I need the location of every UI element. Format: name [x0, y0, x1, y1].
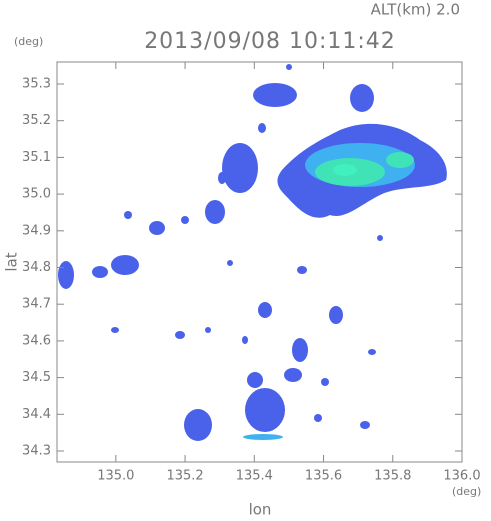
x-tick-label: 135.2: [166, 469, 203, 484]
y-tick-label: 34.9: [22, 223, 51, 238]
y-tick-label: 35.1: [22, 150, 51, 165]
x-tick-label: 135.0: [97, 469, 134, 484]
y-tick-label: 34.5: [22, 370, 51, 385]
y-tick-label: 35.2: [22, 113, 51, 128]
y-axis-label: lat: [3, 252, 21, 271]
y-tick-label: 34.8: [22, 260, 51, 275]
y-tick-label: 35.3: [22, 77, 51, 92]
x-tick-label: 135.6: [305, 469, 342, 484]
y-tick-label: 34.7: [22, 297, 51, 312]
x-axis-label: lon: [249, 501, 272, 519]
altitude: ALT(km) 2.0: [371, 1, 460, 19]
x-unit: (deg): [452, 485, 481, 498]
y-unit: (deg): [14, 35, 43, 48]
x-tick-label: 135.4: [236, 469, 273, 484]
x-tick-label: 135.8: [374, 469, 411, 484]
radar-echoes: [58, 64, 447, 441]
plot-frame: [56, 61, 463, 463]
x-tick-label: 136.0: [443, 469, 480, 484]
y-tick-label: 34.4: [22, 407, 51, 422]
y-tick-label: 34.6: [22, 333, 51, 348]
chart-title: 2013/09/08 10:11:42: [144, 29, 396, 54]
y-tick-label: 35.0: [22, 187, 51, 202]
y-tick-label: 34.3: [22, 443, 51, 458]
